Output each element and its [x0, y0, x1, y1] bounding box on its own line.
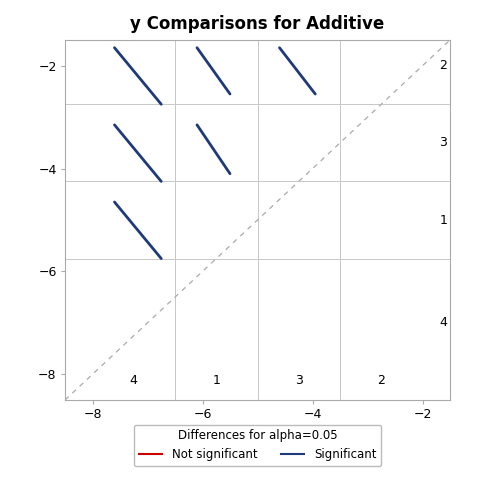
Text: 3: 3 — [295, 374, 302, 387]
Text: 2: 2 — [378, 374, 385, 387]
Legend: Not significant, Significant: Not significant, Significant — [134, 424, 381, 466]
Text: 4: 4 — [440, 316, 448, 330]
Text: 4: 4 — [130, 374, 138, 387]
Text: 1: 1 — [440, 214, 448, 226]
Title: y Comparisons for Additive: y Comparisons for Additive — [130, 15, 384, 33]
Text: 2: 2 — [440, 59, 448, 72]
Text: 3: 3 — [440, 136, 448, 149]
Text: 1: 1 — [212, 374, 220, 387]
